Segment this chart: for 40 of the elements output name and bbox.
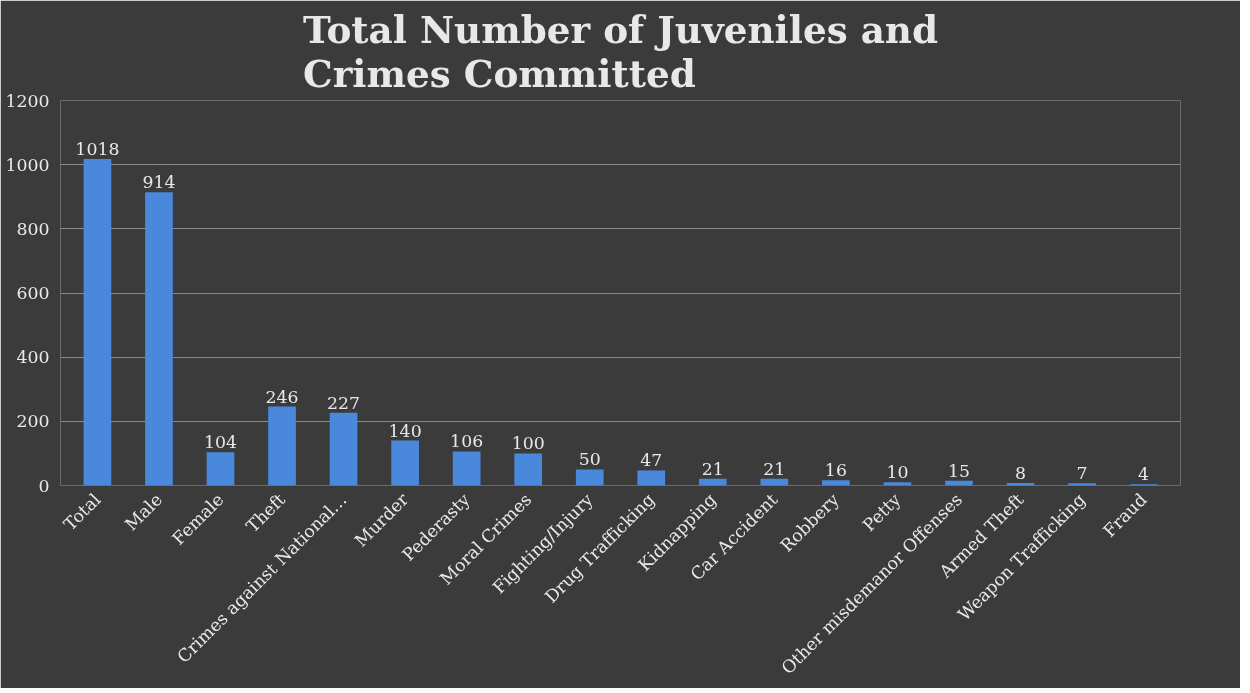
y-tick-label: 0 [38, 475, 50, 496]
data-label: 7 [1076, 463, 1088, 484]
bar [883, 482, 912, 486]
data-label: 1018 [75, 138, 120, 159]
bar [329, 412, 358, 486]
data-label: 227 [327, 392, 361, 413]
bar [452, 451, 481, 486]
data-label: 21 [763, 458, 786, 479]
y-tick-label: 400 [16, 347, 50, 368]
bar [637, 470, 666, 486]
data-label: 104 [203, 432, 238, 453]
y-tick-label: 1000 [5, 154, 50, 175]
bar [268, 406, 296, 486]
y-tick-label: 800 [16, 218, 50, 239]
data-label: 4 [1138, 464, 1150, 485]
chart-title: Total Number of Juveniles and Crimes Committed [302, 7, 939, 96]
bar [698, 478, 727, 486]
data-label: 47 [640, 450, 663, 471]
data-label: 246 [265, 386, 299, 407]
bar [822, 480, 850, 486]
data-label: 15 [947, 460, 970, 481]
data-label: 21 [701, 458, 724, 479]
data-label: 140 [388, 420, 422, 441]
data-label: 10 [886, 462, 909, 483]
data-label: 8 [1014, 462, 1027, 483]
data-label: 16 [824, 460, 847, 481]
data-label: 106 [450, 431, 484, 452]
bar [83, 158, 112, 486]
bar [391, 440, 419, 486]
bar [575, 469, 604, 486]
bar [206, 452, 235, 486]
y-tick-label: 600 [16, 283, 50, 303]
data-label: 50 [578, 449, 601, 470]
data-label: 100 [511, 433, 545, 454]
data-label: 914 [142, 172, 176, 193]
y-tick-label: 200 [16, 411, 50, 432]
bar [1068, 483, 1096, 486]
y-tick-label: 1200 [5, 90, 50, 111]
bar [145, 192, 173, 486]
bar [514, 453, 543, 486]
